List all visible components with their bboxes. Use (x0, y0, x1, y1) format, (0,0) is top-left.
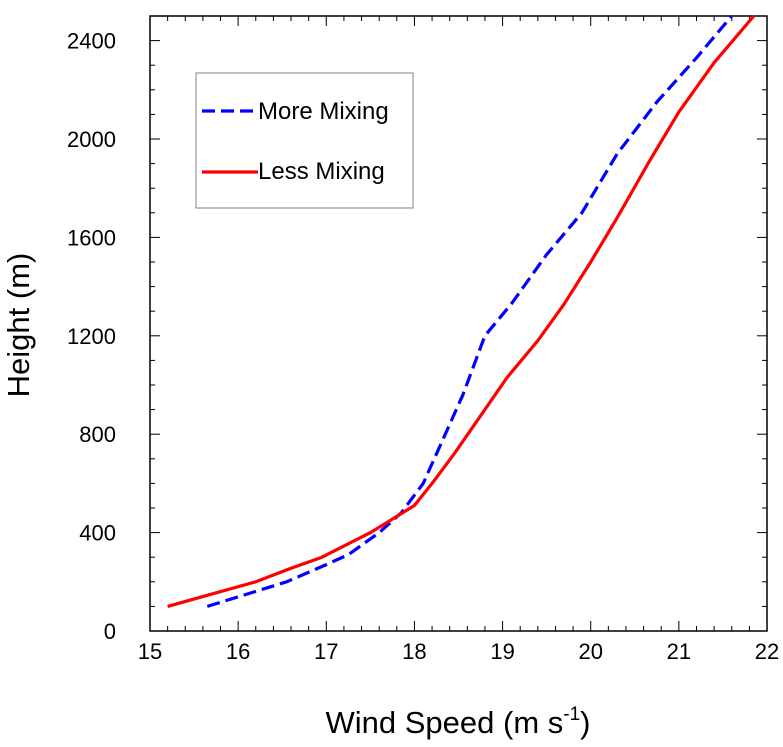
legend: More Mixing Less Mixing (195, 72, 414, 209)
series-line-more-mixing (206, 14, 733, 608)
x-tick-label: 16 (226, 639, 250, 664)
x-axis-title-close: ) (580, 705, 590, 740)
legend-label-more-mixing: More Mixing (258, 98, 389, 125)
legend-box (195, 72, 414, 209)
axis-ticks (149, 15, 768, 632)
x-tick-label: 15 (138, 639, 162, 664)
x-tick-label: 19 (490, 639, 514, 664)
x-axis-title: Wind Speed (m s-1) (326, 704, 591, 740)
x-tick-label: 20 (578, 639, 602, 664)
tick-labels: 15 16 17 18 19 20 21 22 0 400 800 1200 1600 2000 2400 (67, 29, 779, 664)
x-tick-label: 18 (402, 639, 426, 664)
y-tick-label: 0 (104, 619, 116, 644)
y-tick-label: 2000 (67, 127, 116, 152)
legend-label-less-mixing: Less Mixing (258, 158, 385, 185)
y-tick-label: 1600 (67, 225, 116, 250)
series-layer (167, 14, 756, 608)
x-tick-label: 17 (314, 639, 338, 664)
y-tick-label: 2400 (67, 29, 116, 54)
series-line-less-mixing (167, 14, 756, 608)
x-tick-label: 22 (755, 639, 779, 664)
y-axis-title: Height (m) (1, 253, 36, 398)
y-tick-label: 400 (79, 521, 116, 546)
x-tick-label: 21 (667, 639, 691, 664)
y-tick-label: 1200 (67, 324, 116, 349)
x-axis-title-text: Wind Speed (m s (326, 705, 564, 740)
y-tick-label: 800 (79, 422, 116, 447)
x-axis-title-superscript: -1 (563, 704, 580, 725)
